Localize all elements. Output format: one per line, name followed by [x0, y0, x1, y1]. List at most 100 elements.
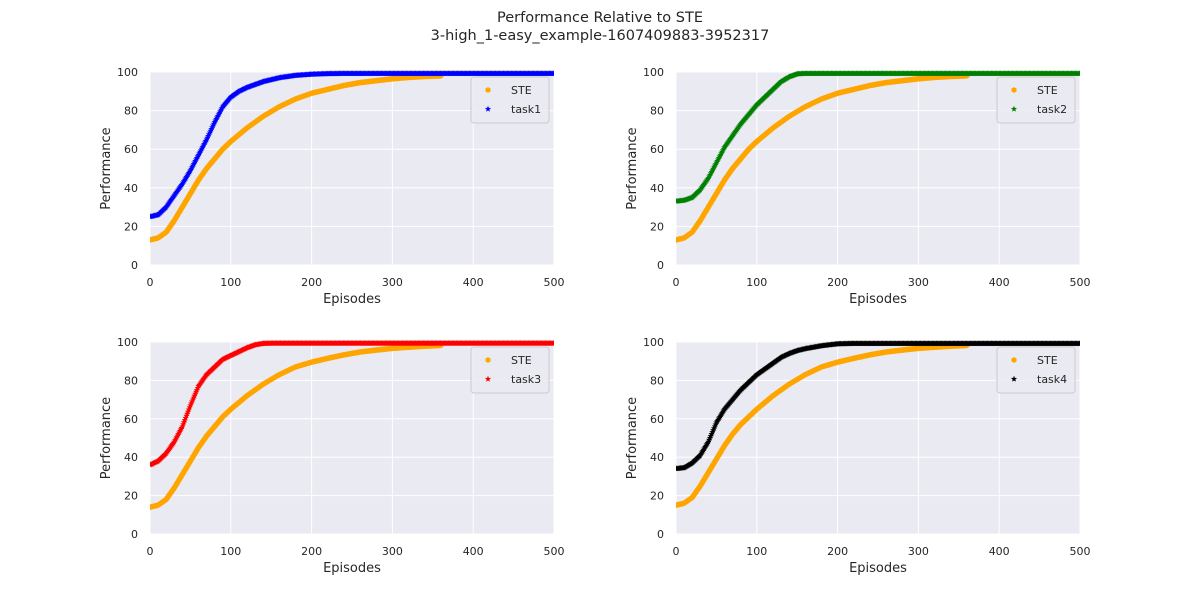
legend: STE task3: [470, 346, 550, 394]
legend-label-task4: task4: [1037, 373, 1067, 386]
x-tick-label: 0: [673, 545, 680, 558]
x-tick-label: 100: [746, 545, 767, 558]
series-STE: [150, 342, 444, 511]
y-tick-label: 20: [650, 490, 664, 503]
x-tick-label: 400: [989, 545, 1010, 558]
y-tick-label: 0: [131, 259, 138, 272]
y-tick-label: 80: [650, 374, 664, 387]
legend: STE task2: [996, 76, 1076, 124]
legend-label-STE: STE: [511, 354, 532, 367]
series-STE: [676, 342, 970, 509]
legend-label-STE: STE: [1037, 84, 1058, 97]
x-tick-label: 400: [989, 276, 1010, 289]
x-axis-label: Episodes: [849, 292, 907, 307]
y-tick-label: 60: [650, 413, 664, 426]
x-tick-label: 0: [147, 276, 154, 289]
x-tick-label: 500: [544, 276, 565, 289]
data-point: [1076, 340, 1080, 347]
y-tick-label: 100: [643, 66, 664, 79]
legend-label-task1: task1: [511, 103, 541, 116]
data-point: [1076, 70, 1080, 77]
legend-label-STE: STE: [1037, 354, 1058, 367]
x-tick-label: 400: [463, 276, 484, 289]
x-tick-label: 100: [220, 545, 241, 558]
y-tick-label: 40: [124, 451, 138, 464]
legend-marker-task1: [484, 105, 492, 112]
x-tick-label: 200: [827, 276, 848, 289]
y-axis-label: Performance: [99, 127, 114, 209]
subplot-1: 0 100 200 300 400 500 0 20 40 60 80 100 Episodes Perf…: [99, 66, 565, 307]
y-tick-label: 40: [650, 182, 664, 195]
markers: [150, 340, 554, 511]
y-tick-label: 60: [124, 413, 138, 426]
legend-box: [996, 76, 1076, 124]
series-STE: [150, 72, 444, 243]
x-tick-label: 300: [908, 276, 929, 289]
y-tick-label: 100: [643, 336, 664, 349]
y-tick-label: 80: [124, 374, 138, 387]
figure-subtitle: 3-high_1-easy_example-1607409883-3952317: [430, 28, 770, 44]
y-tick-label: 0: [657, 528, 664, 541]
y-tick-label: 0: [131, 528, 138, 541]
series-task3: [150, 340, 554, 468]
y-tick-label: 20: [124, 490, 138, 503]
x-axis-label: Episodes: [323, 292, 381, 307]
subplot-2: 0 100 200 300 400 500 0 20 40 60 80 100 Episodes Perf…: [625, 66, 1091, 307]
legend-label-task3: task3: [511, 373, 541, 386]
x-tick-label: 200: [301, 276, 322, 289]
x-tick-label: 500: [1070, 276, 1091, 289]
y-tick-label: 100: [117, 66, 138, 79]
x-tick-label: 200: [827, 545, 848, 558]
legend-marker-task2: [1010, 105, 1018, 112]
legend-marker-task4: [1010, 375, 1018, 382]
legend-marker-STE: [1011, 357, 1017, 363]
x-tick-label: 100: [220, 276, 241, 289]
legend-box: [470, 76, 550, 124]
y-axis-label: Performance: [99, 397, 114, 479]
x-tick-label: 100: [746, 276, 767, 289]
legend-marker-STE: [485, 87, 491, 93]
y-tick-label: 80: [650, 105, 664, 118]
x-tick-label: 200: [301, 545, 322, 558]
data-point: [550, 70, 554, 77]
series-STE: [676, 72, 970, 243]
x-tick-label: 300: [382, 276, 403, 289]
x-tick-label: 500: [1070, 545, 1091, 558]
legend: STE task4: [996, 346, 1076, 394]
subplot-3: 0 100 200 300 400 500 0 20 40 60 80 100 Episodes Perf…: [99, 336, 565, 576]
legend-label-STE: STE: [511, 84, 532, 97]
y-tick-label: 0: [657, 259, 664, 272]
x-tick-label: 300: [908, 545, 929, 558]
series-task4: [676, 340, 1080, 472]
x-tick-label: 400: [463, 545, 484, 558]
markers: [676, 70, 1080, 243]
y-axis-label: Performance: [625, 127, 640, 209]
data-point: [550, 340, 554, 346]
series-task2: [676, 70, 1080, 204]
legend-label-task2: task2: [1037, 103, 1067, 116]
x-tick-label: 0: [673, 276, 680, 289]
x-tick-label: 0: [147, 545, 154, 558]
y-axis-label: Performance: [625, 397, 640, 479]
y-tick-label: 20: [124, 220, 138, 233]
x-tick-label: 500: [544, 545, 565, 558]
x-tick-label: 300: [382, 545, 403, 558]
markers: [676, 340, 1080, 509]
series-task1: [150, 70, 554, 220]
y-tick-label: 40: [124, 182, 138, 195]
legend-box: [996, 346, 1076, 394]
figure-title: Performance Relative to STE: [497, 10, 703, 26]
x-axis-label: Episodes: [849, 561, 907, 576]
y-tick-label: 20: [650, 220, 664, 233]
markers: [150, 70, 554, 243]
y-tick-label: 40: [650, 451, 664, 464]
y-tick-label: 100: [117, 336, 138, 349]
y-tick-label: 60: [124, 143, 138, 156]
y-tick-label: 60: [650, 143, 664, 156]
subplot-4: 0 100 200 300 400 500 0 20 40 60 80 100 Episodes Perf…: [625, 336, 1091, 576]
legend-marker-STE: [1011, 87, 1017, 93]
legend-box: [470, 346, 550, 394]
y-tick-label: 80: [124, 105, 138, 118]
legend: STE task1: [470, 76, 550, 124]
